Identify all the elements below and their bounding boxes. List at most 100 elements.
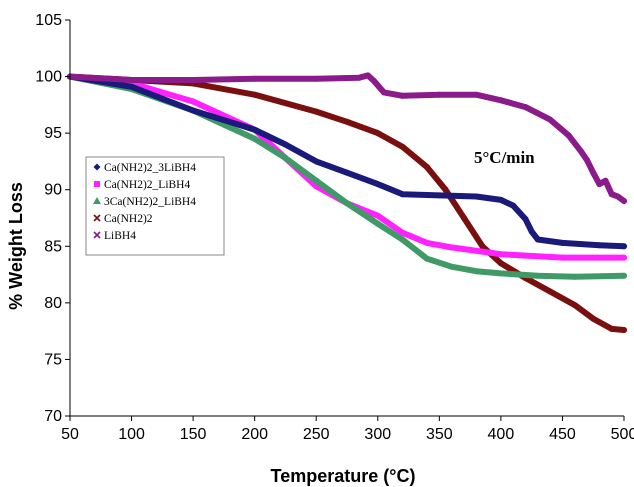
- x-tick-label: 200: [241, 426, 268, 443]
- x-tick-label: 150: [180, 426, 207, 443]
- legend-label: Ca(NH2)2_LiBH4: [104, 179, 190, 191]
- data-point: [374, 181, 381, 188]
- data-point: [190, 77, 197, 83]
- series-Ca(NH2)2_3LiBH4: [67, 73, 627, 250]
- data-point: [380, 89, 387, 96]
- data-point: [590, 169, 597, 176]
- data-point: [374, 212, 381, 219]
- data-point: [565, 132, 572, 139]
- data-point: [590, 315, 597, 322]
- data-point: [282, 141, 289, 148]
- x-axis-title: Temperature (°C): [271, 466, 416, 486]
- data-point: [608, 325, 615, 332]
- data-point: [473, 268, 480, 275]
- data-point: [510, 202, 517, 209]
- data-point: [497, 251, 504, 258]
- data-point: [128, 83, 135, 90]
- data-point: [448, 263, 455, 270]
- x-tick-label: 100: [118, 426, 145, 443]
- data-point: [461, 215, 467, 221]
- series-line: [67, 73, 627, 261]
- data-point: [621, 327, 627, 333]
- data-point: [534, 236, 541, 243]
- data-point: [313, 158, 320, 165]
- data-point: [364, 72, 371, 79]
- data-point: [190, 107, 197, 114]
- data-point: [399, 92, 406, 99]
- data-point: [522, 104, 529, 111]
- data-point: [621, 243, 627, 250]
- data-point: [399, 191, 406, 198]
- data-point: [497, 270, 504, 277]
- data-point: [128, 77, 135, 83]
- series-3Ca(NH2)2_LiBH4: [67, 73, 627, 280]
- data-point: [251, 126, 258, 133]
- data-point: [251, 91, 258, 98]
- y-tick-label: 100: [35, 69, 62, 86]
- series-layer: [67, 72, 627, 333]
- data-point: [547, 116, 554, 123]
- data-point: [559, 254, 566, 261]
- data-point: [424, 164, 430, 171]
- legend-label: Ca(NH2)2: [104, 213, 153, 225]
- data-point: [547, 288, 554, 295]
- axes-layer: 70 75 80 85 90 95 100 105 50 100 150 200 250 300 350 40…: [35, 12, 634, 443]
- legend-box: [85, 156, 225, 256]
- data-point: [497, 196, 504, 203]
- data-point: [371, 78, 378, 85]
- data-point: [424, 255, 430, 262]
- data-point: [473, 193, 480, 200]
- y-tick-label: 80: [44, 295, 62, 312]
- x-tick-label: 350: [426, 426, 453, 443]
- data-point: [497, 97, 504, 104]
- data-point: [448, 244, 455, 251]
- y-tick-label: 75: [44, 351, 62, 368]
- data-point: [614, 193, 621, 200]
- legend-marker: [93, 163, 101, 171]
- data-point: [356, 74, 363, 81]
- data-point: [399, 229, 406, 236]
- legend-marker: [94, 181, 100, 187]
- x-tick-label: 500: [611, 426, 634, 443]
- x-tick-label: 300: [364, 426, 391, 443]
- data-point: [584, 157, 591, 164]
- data-point: [399, 143, 406, 150]
- y-tick-label: 95: [44, 125, 62, 142]
- data-point: [251, 135, 258, 142]
- data-point: [399, 236, 406, 243]
- series-line: [67, 73, 627, 280]
- legend-label: LiBH4: [104, 230, 136, 242]
- data-point: [251, 75, 258, 82]
- data-point: [497, 260, 504, 267]
- data-point: [374, 220, 381, 227]
- data-point: [442, 186, 449, 193]
- y-tick-label: 105: [35, 12, 62, 29]
- data-point: [313, 177, 320, 184]
- data-point: [522, 216, 529, 223]
- data-point: [621, 254, 627, 261]
- legend-label: Ca(NH2)2_3LiBH4: [104, 162, 196, 174]
- x-tick-label: 250: [303, 426, 330, 443]
- series-LiBH4: [67, 72, 627, 204]
- x-tick-label: 50: [61, 426, 79, 443]
- legend-marker: [93, 214, 101, 222]
- y-tick-label: 90: [44, 182, 62, 199]
- y-axis-title: % Weight Loss: [6, 182, 26, 310]
- data-point: [436, 91, 443, 98]
- data-point: [621, 198, 627, 204]
- data-point: [528, 228, 535, 235]
- data-point: [621, 272, 627, 279]
- data-point: [313, 108, 320, 115]
- data-point: [344, 169, 350, 176]
- data-point: [374, 130, 381, 137]
- data-point: [571, 302, 578, 309]
- data-point: [571, 273, 578, 280]
- data-point: [577, 148, 584, 155]
- x-tick-label: 400: [488, 426, 515, 443]
- y-tick-label: 70: [44, 408, 62, 425]
- data-point: [559, 239, 566, 246]
- legend: Ca(NH2)2_3LiBH4 Ca(NH2)2_LiBH4 3Ca(NH2)2_L…: [85, 156, 225, 256]
- x-tick-label: 450: [549, 426, 576, 443]
- legend-marker: [93, 231, 101, 239]
